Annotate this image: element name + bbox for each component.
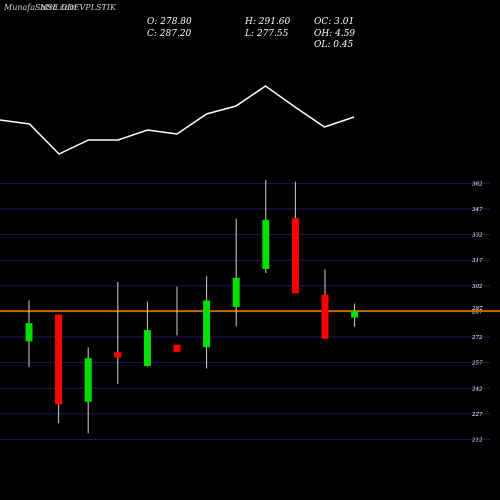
y-tick-label: 242: [471, 386, 483, 392]
y-tick-label: 317: [472, 258, 483, 264]
candle-up: [25, 323, 33, 342]
title-right: NSE DDEVPLSTIK: [39, 3, 117, 12]
y-tick-label: 347: [472, 207, 483, 213]
candle-down: [114, 352, 122, 358]
close-value: C: 287.20: [147, 29, 192, 39]
candle-up: [351, 311, 359, 318]
title-left: MunafaSutra.com: [3, 3, 77, 12]
indicator-line: [0, 85, 355, 155]
oc-value: OC: 3.01: [314, 17, 354, 27]
candle-up: [143, 330, 151, 367]
low-value: L: 277.55: [244, 29, 289, 39]
y-tick-label: 227: [471, 412, 483, 418]
y-tick-label: 212: [471, 437, 483, 443]
candle-down: [173, 344, 181, 352]
y-tick-label: 287: [471, 309, 483, 315]
y-tick-label: 272: [471, 335, 483, 341]
candle-up: [232, 277, 240, 308]
candle-up: [84, 358, 92, 402]
candle-up: [262, 219, 270, 269]
y-tick-label: 302: [472, 284, 483, 290]
y-tick-label: 332: [472, 233, 483, 239]
current-price-label: 287: [471, 306, 483, 312]
indicator-line-layer: [0, 85, 355, 155]
high-value: H: 291.60: [244, 17, 291, 27]
candle-down: [321, 294, 329, 339]
candles-layer: [25, 180, 359, 434]
candle-down: [55, 314, 63, 405]
y-tick-label: 362: [472, 181, 483, 187]
candle-up: [203, 300, 211, 348]
open-value: O: 278.80: [147, 17, 192, 27]
ol-value: OL: 0.45: [314, 40, 354, 50]
price-line-layer: 287: [0, 306, 500, 313]
y-axis-ticks: 212 227 242 257 272 287 302 317 332 347 362: [471, 181, 483, 443]
y-tick-label: 257: [471, 361, 483, 367]
candle-down: [291, 218, 299, 294]
oh-value: OH: 4.59: [314, 29, 355, 39]
